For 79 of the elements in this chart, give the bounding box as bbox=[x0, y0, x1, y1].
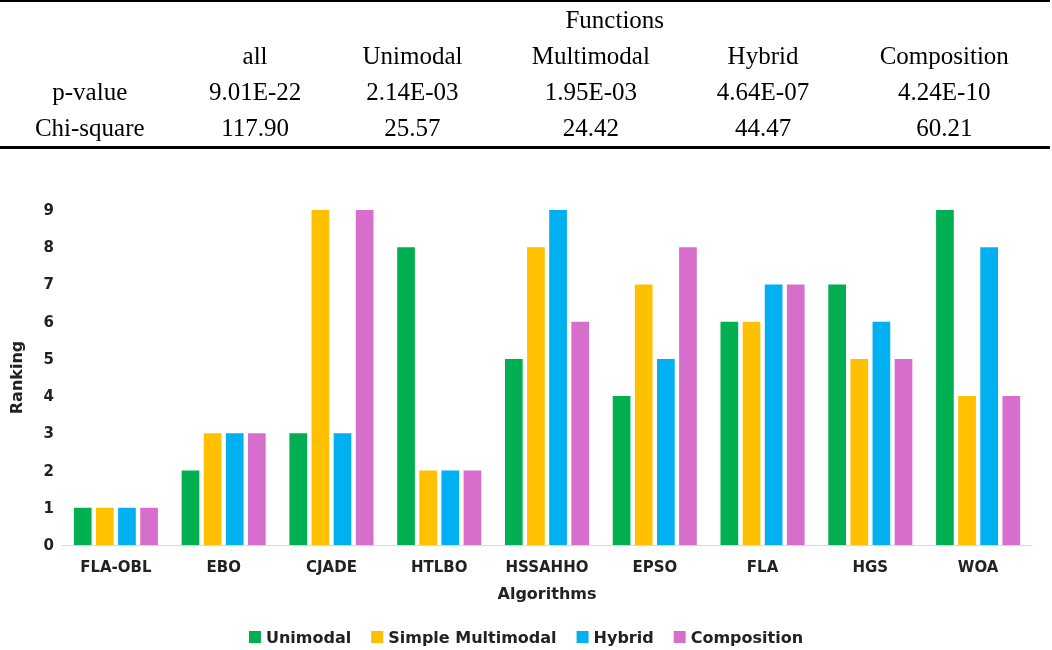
bar bbox=[527, 247, 545, 545]
bar bbox=[742, 321, 761, 545]
data-label: 25.57 bbox=[383, 113, 442, 143]
bar bbox=[225, 433, 244, 545]
data-label: 117.90 bbox=[220, 113, 290, 143]
bar bbox=[289, 433, 308, 545]
bar bbox=[311, 210, 330, 545]
bar bbox=[73, 507, 92, 545]
x-tick-label: EPSO bbox=[632, 557, 678, 576]
y-axis-title: Ranking bbox=[6, 340, 26, 415]
bar bbox=[828, 284, 846, 545]
x-axis-title: Algorithms bbox=[497, 583, 597, 603]
bar bbox=[397, 247, 415, 545]
x-tick-label: CJADE bbox=[305, 557, 357, 576]
y-tick-label: 5 bbox=[43, 349, 54, 368]
text: Chi-square bbox=[33, 113, 146, 143]
category-label: all bbox=[241, 41, 269, 71]
y-tick-label: 9 bbox=[43, 201, 54, 219]
data-label: 4.24E-10 bbox=[897, 77, 992, 107]
x-tick-label: FLA-OBL bbox=[80, 557, 153, 576]
category-label: Unimodal bbox=[361, 41, 464, 71]
category-label: Multimodal bbox=[530, 41, 651, 71]
category-label: Hybrid bbox=[726, 41, 800, 71]
bar bbox=[419, 470, 438, 545]
x-tick-label: WOA bbox=[957, 557, 999, 576]
x-tick-label: FLA bbox=[746, 557, 779, 576]
bar bbox=[248, 433, 266, 545]
bar bbox=[1002, 396, 1021, 545]
bar bbox=[612, 396, 631, 545]
bar bbox=[872, 321, 891, 545]
y-tick-label: 0 bbox=[43, 536, 54, 554]
y-tick-label: 7 bbox=[43, 275, 54, 294]
y-tick-label: 6 bbox=[43, 312, 54, 331]
bar bbox=[634, 284, 653, 545]
bar bbox=[786, 284, 805, 545]
bar bbox=[140, 507, 158, 545]
bar bbox=[203, 433, 222, 545]
y-tick-label: 3 bbox=[43, 424, 54, 443]
bar bbox=[95, 507, 114, 545]
bar bbox=[720, 321, 739, 545]
data-label: 2.14E-03 bbox=[365, 77, 460, 107]
bar bbox=[958, 396, 976, 545]
bar bbox=[333, 433, 352, 545]
bar bbox=[850, 358, 869, 545]
x-tick-label: HGS bbox=[852, 557, 889, 576]
category-label: Composition bbox=[878, 41, 1010, 71]
bar bbox=[571, 321, 590, 545]
data-label: 24.42 bbox=[561, 113, 620, 143]
y-tick-label: 8 bbox=[43, 238, 54, 257]
bar bbox=[679, 247, 697, 545]
legend-label: Simple Multimodal bbox=[388, 627, 557, 647]
bar bbox=[441, 470, 460, 545]
bar bbox=[936, 210, 954, 545]
legend-label: Composition bbox=[690, 627, 804, 647]
bar bbox=[764, 284, 783, 545]
y-tick-label: 1 bbox=[43, 498, 54, 517]
x-tick-label: HSSAHHO bbox=[505, 557, 589, 576]
data-label: 9.01E-22 bbox=[207, 77, 303, 107]
legend-label: Unimodal bbox=[265, 627, 352, 647]
data-label: 1.95E-03 bbox=[543, 77, 638, 107]
bar bbox=[463, 470, 482, 545]
bar bbox=[355, 210, 374, 545]
x-tick-label: EBO bbox=[206, 557, 241, 576]
y-tick-label: 2 bbox=[43, 461, 54, 480]
data-label: 60.21 bbox=[915, 113, 974, 143]
text: p-value bbox=[51, 77, 129, 107]
data-label: 4.64E-07 bbox=[715, 77, 811, 107]
text: Functions bbox=[564, 5, 666, 35]
legend-label: Hybrid bbox=[593, 627, 654, 647]
bar bbox=[894, 358, 913, 545]
bar bbox=[549, 210, 567, 545]
data-label: 44.47 bbox=[733, 113, 793, 143]
bar bbox=[118, 507, 136, 545]
bar bbox=[504, 358, 523, 545]
y-tick-label: 4 bbox=[43, 387, 54, 406]
bar bbox=[656, 358, 675, 545]
bar bbox=[181, 470, 200, 545]
x-tick-label: HTLBO bbox=[410, 557, 468, 576]
bar bbox=[980, 247, 999, 545]
